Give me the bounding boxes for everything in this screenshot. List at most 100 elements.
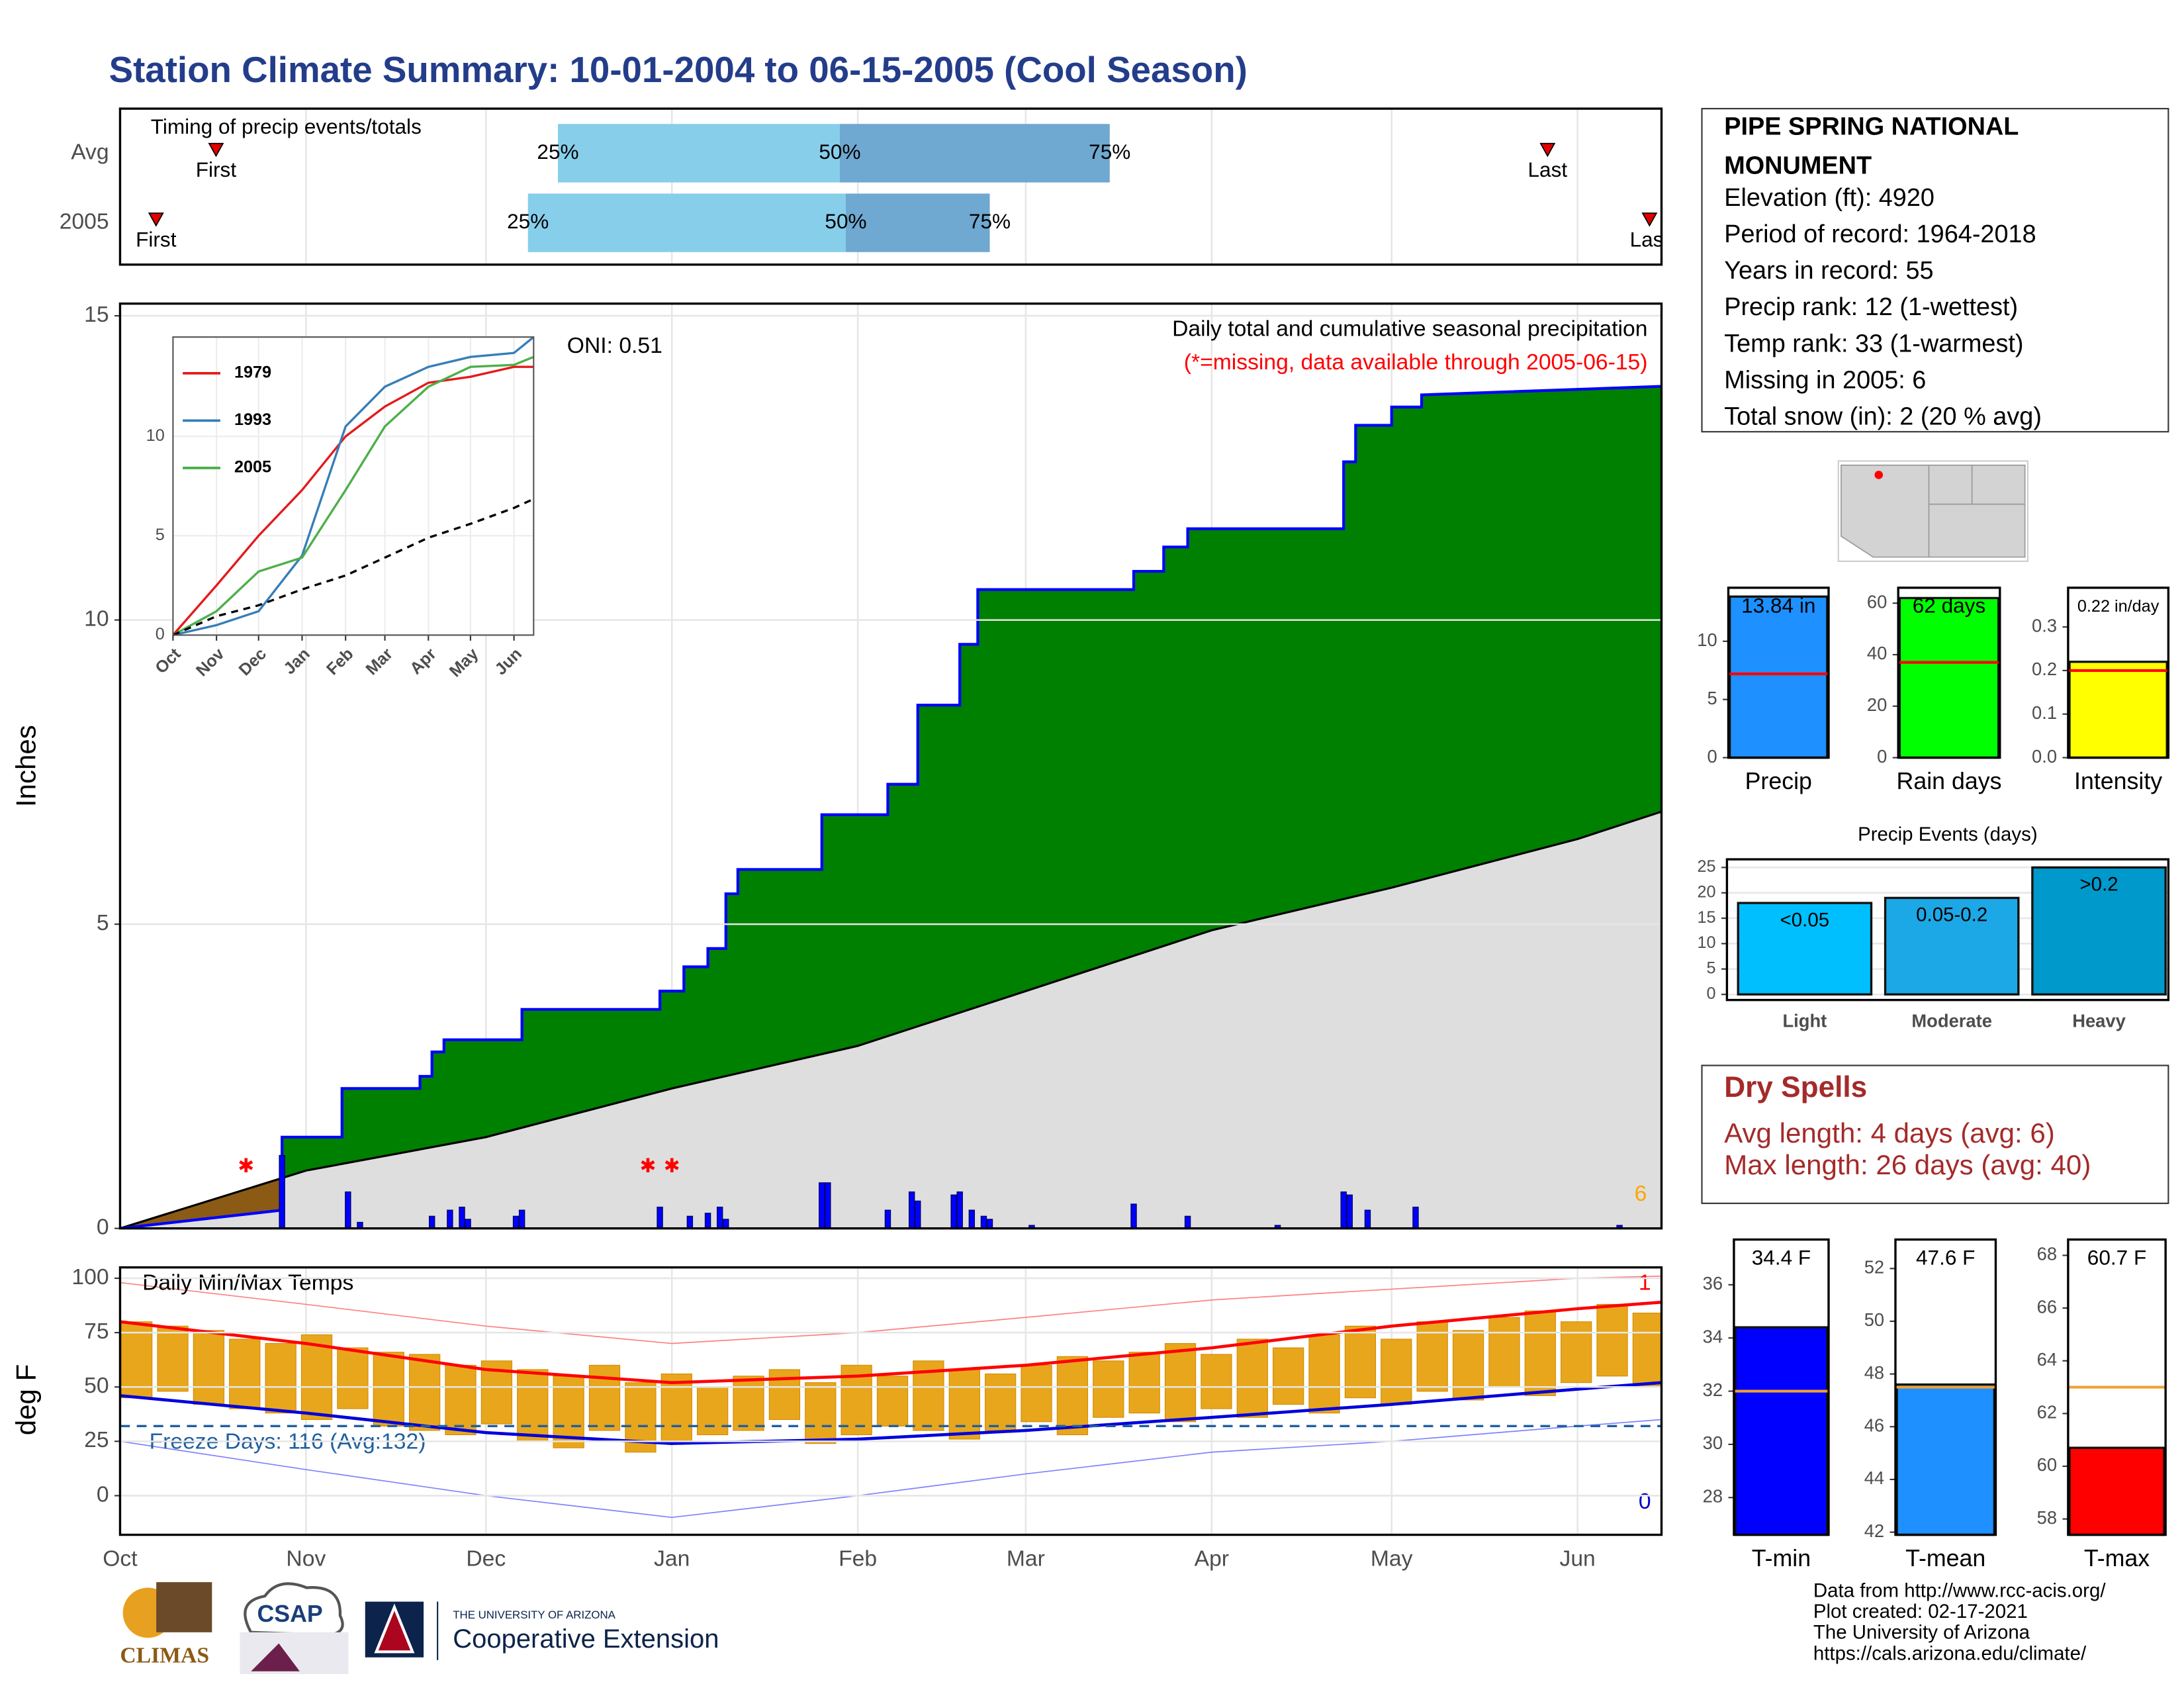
quantile-bar	[558, 124, 840, 183]
logo-text: THE UNIVERSITY OF ARIZONA	[453, 1609, 615, 1621]
logo-text: CLIMAS	[120, 1643, 209, 1667]
daily-bar	[459, 1206, 465, 1229]
missing-count: 6	[1635, 1182, 1647, 1206]
value-label: 13.84 in	[1741, 594, 1815, 618]
daily-temp-bar	[1632, 1313, 1662, 1387]
bar	[1884, 896, 2020, 996]
plot-frame	[1725, 858, 2170, 1002]
daily-bar	[686, 1215, 694, 1229]
daily-temp-bar	[517, 1369, 549, 1442]
daily-bar	[956, 1191, 963, 1229]
temp-chart: Freeze Days: 116 (Avg:132)Daily Min/Max …	[120, 1267, 1662, 1535]
inset-background	[173, 337, 534, 635]
record-high-count: 1	[1639, 1271, 1651, 1295]
y-tick-label: 0.2	[2032, 659, 2057, 679]
daily-bar	[279, 1154, 285, 1229]
y-tick-label: 68	[2037, 1244, 2057, 1264]
logo-text: Cooperative Extension	[453, 1624, 719, 1654]
daily-temp-bar	[373, 1352, 404, 1427]
inset-chart: Oct Nov Dec Jan Feb Mar Apr May Jun 0 5 10 1979 1993 2…	[146, 336, 535, 680]
y-tick-label: 0	[1707, 746, 1717, 767]
x-tick-label: Mar	[362, 645, 396, 679]
daily-bar	[1184, 1215, 1191, 1229]
daily-bar	[518, 1209, 525, 1229]
chart-title: Daily total and cumulative seasonal prec…	[1172, 317, 1647, 342]
daily-bar	[1130, 1203, 1137, 1229]
series-line	[173, 336, 535, 637]
x-tick-label: Jun	[1560, 1546, 1596, 1571]
x-tick-label: Feb	[839, 1546, 877, 1571]
quantile-label: 25%	[537, 140, 578, 164]
bar	[1737, 902, 1873, 996]
bar	[2031, 866, 2167, 996]
daily-temp-bar	[1488, 1317, 1520, 1387]
event-marker	[148, 212, 164, 227]
event-label: First	[136, 227, 177, 251]
plot-frame	[172, 336, 535, 636]
daily-temp-bar	[1561, 1321, 1592, 1383]
daily-temp-bar	[1308, 1334, 1340, 1414]
y-tick-label: 0.0	[2032, 746, 2057, 767]
plot-frame	[2067, 586, 2170, 759]
y-tick-label: 46	[1864, 1415, 1884, 1436]
y-tick-label: 58	[2037, 1507, 2057, 1528]
daily-temp-bar	[1056, 1356, 1089, 1436]
bar	[1895, 1383, 1996, 1536]
daily-bar	[825, 1182, 831, 1229]
logo-text: CSAP	[257, 1601, 322, 1627]
y-tick-label: 60	[1867, 591, 1887, 612]
average-line	[120, 810, 1662, 1229]
daily-temp-bar	[876, 1376, 909, 1427]
x-tick-label: Dec	[236, 645, 271, 680]
temp-line	[120, 1381, 1662, 1445]
x-tick-label: Precip	[1745, 768, 1812, 794]
daily-temp-bar	[697, 1386, 729, 1436]
y-tick-label: 0	[156, 625, 165, 643]
daily-temp-bar	[1596, 1303, 1628, 1377]
daily-bar	[428, 1215, 435, 1229]
x-tick-label: Dec	[466, 1546, 506, 1571]
y-tick-label: 44	[1864, 1468, 1884, 1488]
x-tick-label: Heavy	[2072, 1011, 2126, 1031]
y-tick-label: 50	[84, 1374, 109, 1398]
y-tick-label: 10	[84, 606, 109, 631]
daily-bar	[716, 1206, 723, 1229]
x-tick-label: Apr	[406, 645, 440, 679]
y-tick-label: 42	[1864, 1521, 1884, 1541]
daily-bar	[704, 1213, 711, 1229]
x-tick-label: Jun	[491, 645, 525, 679]
bar	[1898, 596, 2000, 759]
daily-temp-bar	[1236, 1338, 1268, 1418]
daily-temp-bar	[157, 1325, 189, 1392]
y-tick-label: 36	[1703, 1273, 1723, 1293]
daily-temp-bar	[588, 1364, 621, 1431]
daily-temp-bar	[733, 1376, 764, 1431]
y-tick-label: 10	[146, 426, 165, 445]
chart-title: Daily Min/Max Temps	[142, 1271, 353, 1295]
daily-temp-bar	[805, 1382, 837, 1444]
station-name: PIPE SPRING NATIONAL	[1724, 113, 2019, 141]
chart-title: Precip Events (days)	[1858, 823, 2038, 845]
quantile-bar	[839, 124, 1110, 183]
legend-label: 1979	[234, 363, 271, 382]
plot-frame	[1727, 586, 1830, 759]
series-line	[172, 498, 535, 636]
y-tick-label: 10	[1697, 933, 1715, 952]
y-tick-label: 0	[97, 1482, 109, 1507]
daily-bar	[512, 1215, 520, 1229]
value-label: 34.4 F	[1752, 1245, 1811, 1269]
y-tick-label: 15	[1697, 908, 1715, 927]
event-label: Last	[1528, 158, 1568, 181]
daily-bar	[915, 1200, 921, 1229]
daily-bar	[657, 1206, 663, 1229]
y-tick-label: 0	[1707, 984, 1716, 1003]
bar	[2068, 1446, 2165, 1536]
y-tick-label: 64	[2037, 1349, 2057, 1370]
daily-temp-bar	[1021, 1364, 1052, 1423]
y-tick-label: 15	[84, 303, 109, 327]
station-info: Years in record: 55	[1724, 257, 1933, 285]
daily-temp-bar	[1128, 1352, 1160, 1414]
daily-bar	[1412, 1206, 1419, 1229]
value-label: 47.6 F	[1916, 1245, 1975, 1269]
